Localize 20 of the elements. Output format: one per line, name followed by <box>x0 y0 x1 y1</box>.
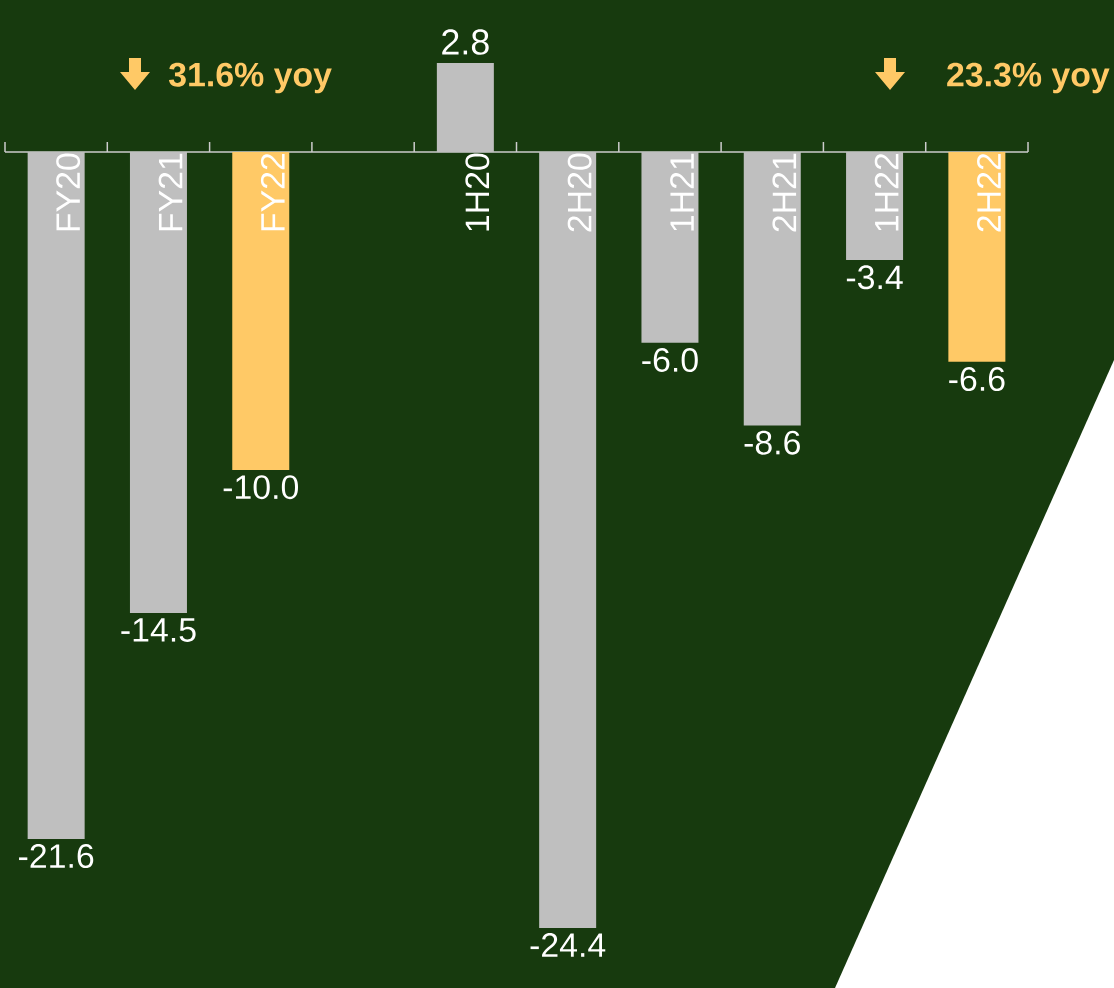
x-tick-label: 1H22 <box>874 153 899 231</box>
annotation: 23.3% yoy <box>947 62 1110 94</box>
data-label: -24.4 <box>530 933 606 957</box>
x-tick-label: 2H22 <box>977 153 1001 232</box>
annotation: 31.6% yoy <box>168 62 332 94</box>
x-tick-label: FY21 <box>158 153 183 231</box>
x-tick-label: FY22 <box>260 153 285 231</box>
data-label: -21.6 <box>19 844 94 869</box>
x-tick-label: FY20 <box>56 153 81 231</box>
x-tick-label: 2H20 <box>567 153 592 232</box>
x-tick-label: 2H21 <box>772 153 797 232</box>
data-label: -6.0 <box>642 347 698 372</box>
x-tick-label: 1H20 <box>465 153 490 231</box>
x-tick-label: 1H21 <box>670 153 694 231</box>
data-label: -14.5 <box>121 618 196 642</box>
data-label: -6.6 <box>949 367 1005 392</box>
data-label: -10.0 <box>223 475 299 500</box>
data-label: -8.6 <box>744 430 800 455</box>
data-label: 2.8 <box>442 29 489 55</box>
data-label: -3.4 <box>846 265 903 290</box>
